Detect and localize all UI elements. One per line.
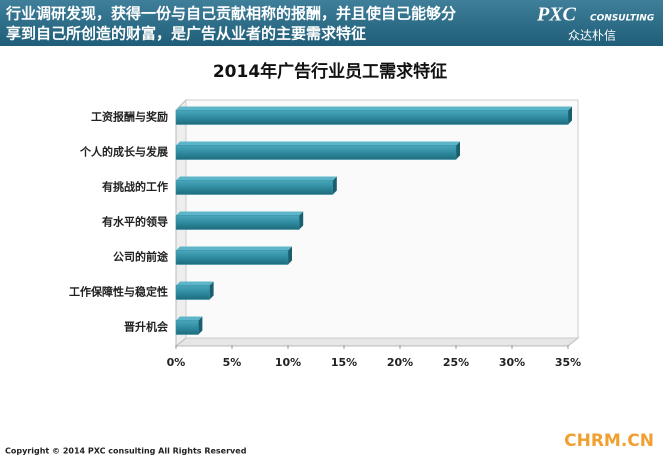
x-tick-label: 25%: [443, 356, 469, 369]
bar-top: [176, 176, 337, 181]
bar-top: [176, 141, 460, 146]
logo-sub: CONSULTING: [590, 14, 654, 24]
y-tick-label: 工资报酬与奖励: [91, 110, 168, 124]
bar-depth: [288, 246, 292, 265]
x-tick-label: 10%: [275, 356, 301, 369]
bar-top: [176, 316, 203, 321]
bar: [175, 110, 569, 125]
y-tick-label: 公司的前途: [113, 250, 169, 264]
x-tick-label: 35%: [555, 356, 581, 369]
header-band: [0, 0, 663, 46]
y-tick-label: 个人的成长与发展: [79, 145, 169, 159]
bar-depth: [198, 316, 203, 335]
y-tick-label: 有水平的领导: [102, 215, 168, 229]
y-tick-label: 工作保障性与稳定性: [69, 285, 168, 299]
y-tick-label: 有挑战的工作: [102, 180, 168, 194]
bar-top: [176, 246, 292, 251]
bar-depth: [456, 141, 460, 160]
bar: [175, 320, 199, 335]
logo-cn: 众达朴信: [568, 28, 616, 43]
bar-top: [176, 106, 572, 111]
x-tick-label: 20%: [387, 356, 413, 369]
bar-depth: [568, 106, 572, 125]
copyright: Copyright © 2014 PXC consulting All Righ…: [5, 447, 247, 456]
header-line: 享到自己所创造的财富，是广告从业者的主要需求特征: [6, 25, 366, 43]
x-tick-label: 15%: [331, 356, 357, 369]
bar-top: [176, 211, 304, 216]
plot: 0% 5% 10% 15% 20% 25% 30% 35% 工资报酬与奖励个人的成长与发展有挑战…: [69, 106, 581, 369]
bar-top: [176, 281, 214, 286]
watermark: CHRM.CN: [564, 431, 654, 451]
x-tick-label: 0%: [167, 356, 186, 369]
x-tick-label: 30%: [499, 356, 525, 369]
bar: [175, 180, 334, 195]
bar-depth: [209, 281, 214, 300]
bar: [175, 145, 457, 160]
chart-title: 2014年广告行业员工需求特征: [213, 61, 447, 82]
header-line: 行业调研发现，获得一份与自己贡献相称的报酬，并且使自己能够分: [5, 5, 456, 23]
plot-floor: [174, 337, 580, 347]
bar: [175, 215, 300, 230]
bar: [175, 250, 289, 265]
bar-depth: [332, 176, 337, 195]
x-tick-label: 5%: [223, 356, 242, 369]
y-tick-label: 晋升机会: [124, 320, 169, 334]
logo: PXC: [536, 4, 577, 26]
bar-depth: [299, 211, 304, 230]
bar: [175, 285, 210, 300]
